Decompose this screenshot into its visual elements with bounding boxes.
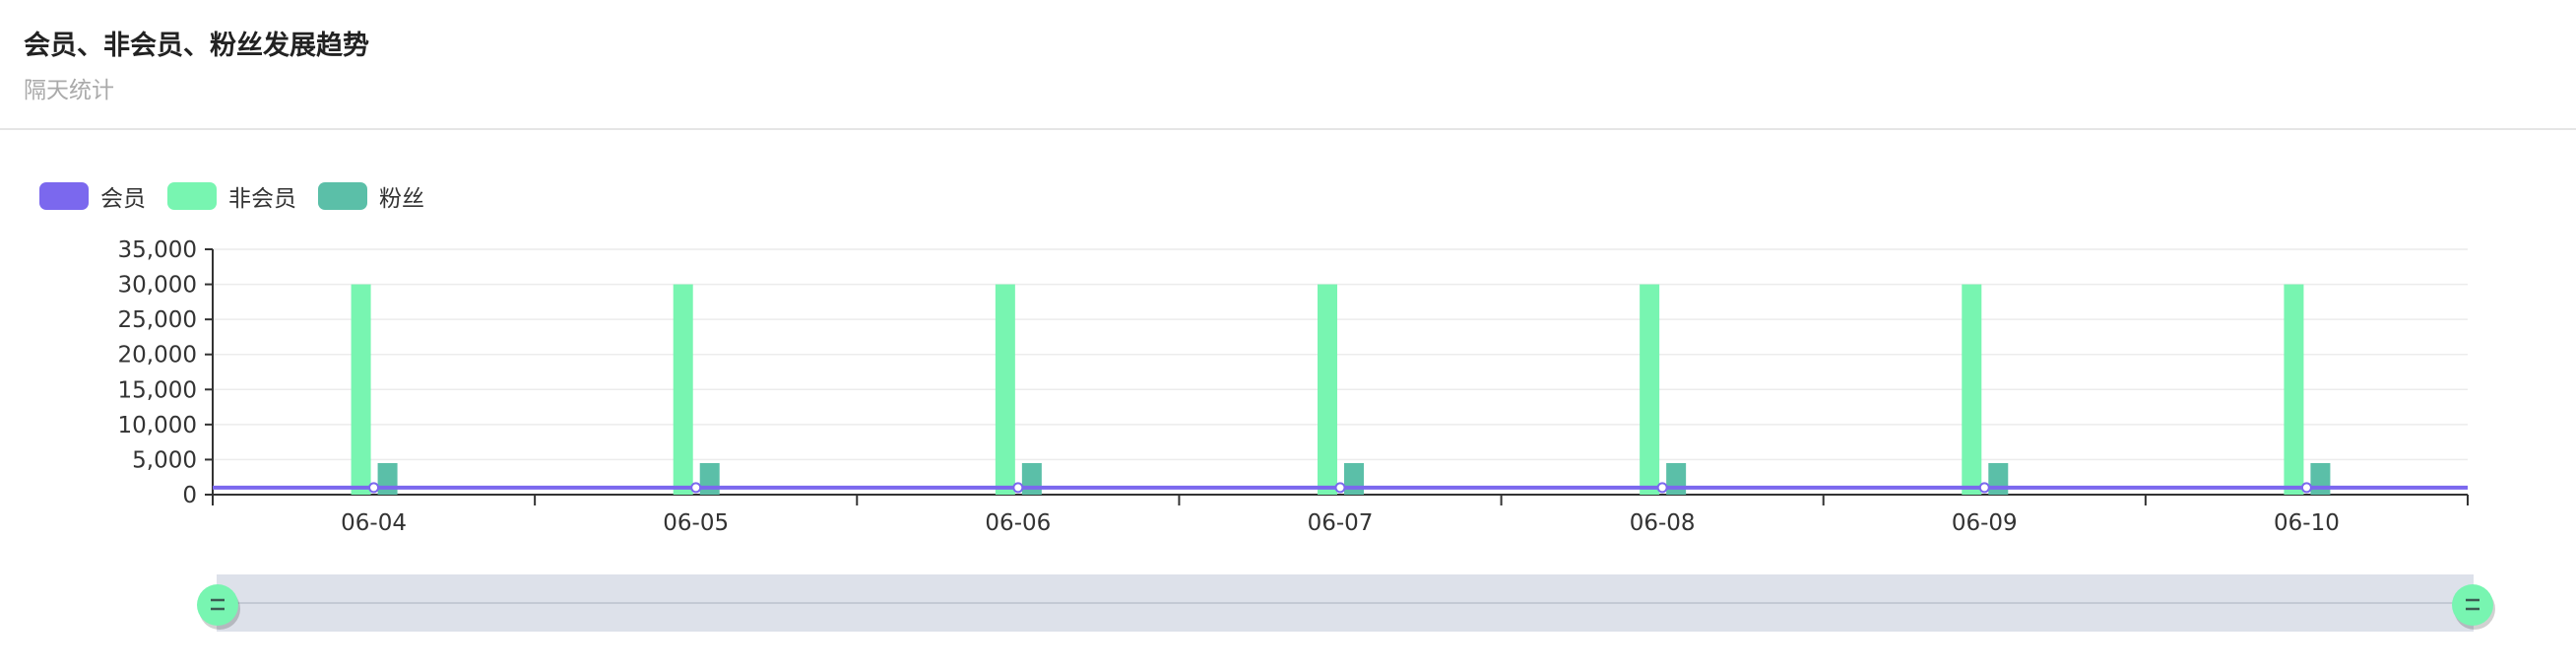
legend-swatch-non-member [167,182,217,210]
y-tick-label: 15,000 [118,377,197,403]
page-title: 会员、非会员、粉丝发展趋势 [24,31,369,61]
y-tick-label: 10,000 [118,413,197,438]
bar-non-member[interactable] [351,284,371,495]
bar-fans[interactable] [1666,462,1687,495]
point-member[interactable] [368,482,380,494]
legend-swatch-member [39,182,89,210]
legend-label-member: 会员 [100,186,146,212]
y-tick-label: 20,000 [118,343,197,369]
y-tick-label: 0 [182,483,197,508]
page-subtitle: 隔天统计 [24,78,114,103]
bar-fans[interactable] [1021,462,1042,495]
bar-fans[interactable] [699,462,720,495]
legend-item-fans[interactable]: 粉丝 [318,179,424,213]
bar-fans[interactable] [377,462,398,495]
x-tick-label: 06-07 [1308,510,1374,536]
bar-fans[interactable] [2310,462,2331,495]
legend-item-non-member[interactable]: 非会员 [167,179,296,213]
legend-label-non-member: 非会员 [228,186,296,212]
legend-item-member[interactable]: 会员 [39,179,146,213]
y-tick-label: 35,000 [118,237,197,263]
point-member[interactable] [2300,482,2312,494]
x-tick-label: 06-05 [663,510,729,536]
point-member[interactable] [1012,482,1024,494]
bar-fans[interactable] [1988,462,2009,495]
chart-legend: 会员 非会员 粉丝 [39,179,446,213]
point-member[interactable] [1656,482,1668,494]
point-member[interactable] [690,482,702,494]
zoom-handle-right[interactable] [2452,584,2493,626]
y-tick-label: 5,000 [132,447,197,473]
bar-non-member[interactable] [2284,284,2304,495]
legend-label-fans: 粉丝 [379,186,424,212]
x-tick-label: 06-08 [1630,510,1696,536]
bar-non-member[interactable] [1962,284,1982,495]
legend-swatch-fans [318,182,367,210]
bar-non-member[interactable] [995,284,1015,495]
bar-non-member[interactable] [1640,284,1660,495]
x-tick-label: 06-04 [341,510,407,536]
bar-non-member[interactable] [673,284,693,495]
x-tick-label: 06-10 [2274,510,2340,536]
point-member[interactable] [1334,482,1346,494]
y-tick-label: 30,000 [118,273,197,299]
chart-header: 会员、非会员、粉丝发展趋势 隔天统计 [0,0,2576,130]
x-tick-label: 06-06 [985,510,1051,536]
point-member[interactable] [1978,482,1990,494]
bar-non-member[interactable] [1318,284,1337,495]
bar-fans[interactable] [1344,462,1364,495]
x-tick-label: 06-09 [1952,510,2018,536]
y-tick-label: 25,000 [118,307,197,333]
zoom-handle-left[interactable] [197,584,238,626]
